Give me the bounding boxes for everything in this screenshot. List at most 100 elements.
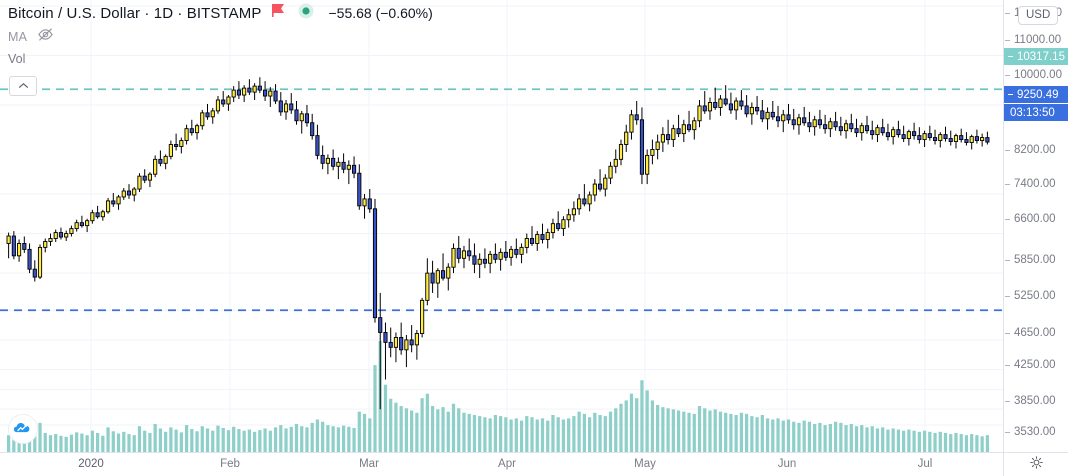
candle-body (650, 149, 655, 156)
volume-bar (635, 398, 639, 452)
candle-body (802, 117, 807, 124)
chart-settings-button[interactable] (1003, 453, 1068, 476)
candle-body (823, 124, 828, 130)
candle-body (917, 135, 922, 141)
candle-body (268, 90, 273, 97)
candle-body (760, 110, 765, 120)
volume-bar (300, 426, 304, 452)
volume-bar (598, 415, 602, 452)
volume-bar (985, 435, 990, 452)
volume-bar (739, 412, 744, 452)
volume-bar (833, 421, 838, 452)
volume-bar (90, 430, 94, 452)
resistance-price-badge[interactable]: 10317.15 (1004, 48, 1068, 65)
candle-body (283, 103, 289, 113)
candle-body (362, 198, 367, 207)
volume-bar (797, 422, 801, 452)
candle-body (336, 161, 341, 167)
time-axis[interactable]: 2020 Feb Mar Apr May Jun Jul (0, 452, 1068, 476)
volume-bar (608, 411, 613, 452)
volume-bar (483, 417, 487, 452)
candle-body (105, 200, 111, 213)
volume-bar (472, 415, 477, 452)
price-tick: 11000.00 (1004, 33, 1061, 47)
horizontal-reference-lines[interactable] (0, 88, 1003, 312)
volume-bar (891, 428, 895, 452)
volume-bar (216, 425, 220, 452)
volume-bar (263, 428, 267, 452)
candle-body (786, 114, 791, 121)
candle-body (707, 102, 713, 112)
candle-body (739, 100, 744, 107)
volume-bar (279, 425, 283, 452)
volume-bar (394, 402, 398, 452)
currency-button[interactable]: USD (1018, 6, 1059, 25)
price-tick: 7400.00 (1004, 177, 1056, 191)
time-tick-label: 2020 (78, 458, 104, 470)
volume-bar (593, 412, 597, 452)
candle-body (116, 196, 121, 205)
chart-plot-area[interactable] (0, 0, 1003, 452)
collapse-pane-button[interactable] (9, 76, 37, 96)
volume-bar (179, 432, 183, 452)
candle-body (179, 140, 184, 147)
volume-bar (462, 412, 466, 452)
volume-bar (232, 426, 236, 452)
candle-body (263, 89, 268, 97)
candle-body (346, 164, 351, 170)
volume-bar (676, 410, 681, 452)
candle-body (849, 123, 854, 130)
price-axis[interactable]: 12000.0011000.0010000.008200.007400.0066… (1003, 0, 1068, 452)
candle-body (870, 130, 875, 136)
candle-body (692, 120, 697, 131)
candle-body (467, 250, 472, 257)
candle-body (69, 228, 74, 235)
volume-bar (195, 431, 199, 452)
volume-bar (504, 417, 508, 452)
candle-body (22, 242, 27, 250)
last-price-badge[interactable]: 9250.49 (1004, 86, 1068, 103)
volume-bar (614, 408, 618, 452)
candle-body (634, 114, 639, 121)
volume-bar (420, 398, 424, 452)
candle-body (304, 113, 310, 124)
candle-body (697, 105, 702, 122)
volume-bar (164, 431, 168, 452)
candle-body (461, 250, 467, 259)
candle-body (174, 144, 179, 147)
volume-bar (619, 403, 623, 452)
volume-bar (457, 408, 461, 452)
candle-body (17, 242, 22, 257)
volume-bar (744, 413, 749, 452)
candle-body (744, 105, 749, 115)
candle-body (817, 119, 822, 126)
volume-bar (498, 416, 503, 452)
volume-bar (446, 411, 450, 452)
candle-body (566, 214, 571, 221)
volume-bar (48, 435, 53, 452)
candle-body (210, 110, 215, 118)
candle-body (686, 124, 692, 131)
candle-body (524, 238, 529, 248)
volume-bar (713, 409, 717, 452)
tradingview-logo-icon[interactable] (8, 414, 38, 444)
candle-body (765, 111, 770, 120)
countdown-badge[interactable]: 03:13:50 (1004, 104, 1068, 121)
volume-bar (671, 409, 675, 452)
volume-bar (268, 430, 272, 452)
candle-body (341, 161, 346, 170)
volume-bar (122, 431, 126, 452)
candle-body (372, 208, 378, 319)
volume-bar (792, 421, 796, 452)
candle-body (592, 183, 597, 196)
volume-bar (80, 433, 84, 452)
volume-bar (839, 422, 843, 452)
candle-body (922, 133, 927, 141)
volume-bar (624, 400, 628, 452)
candle-body (85, 220, 90, 227)
volume-bar (116, 433, 121, 452)
candle-body (723, 98, 728, 105)
volume-bar (661, 407, 665, 452)
volume-bar (781, 420, 785, 452)
